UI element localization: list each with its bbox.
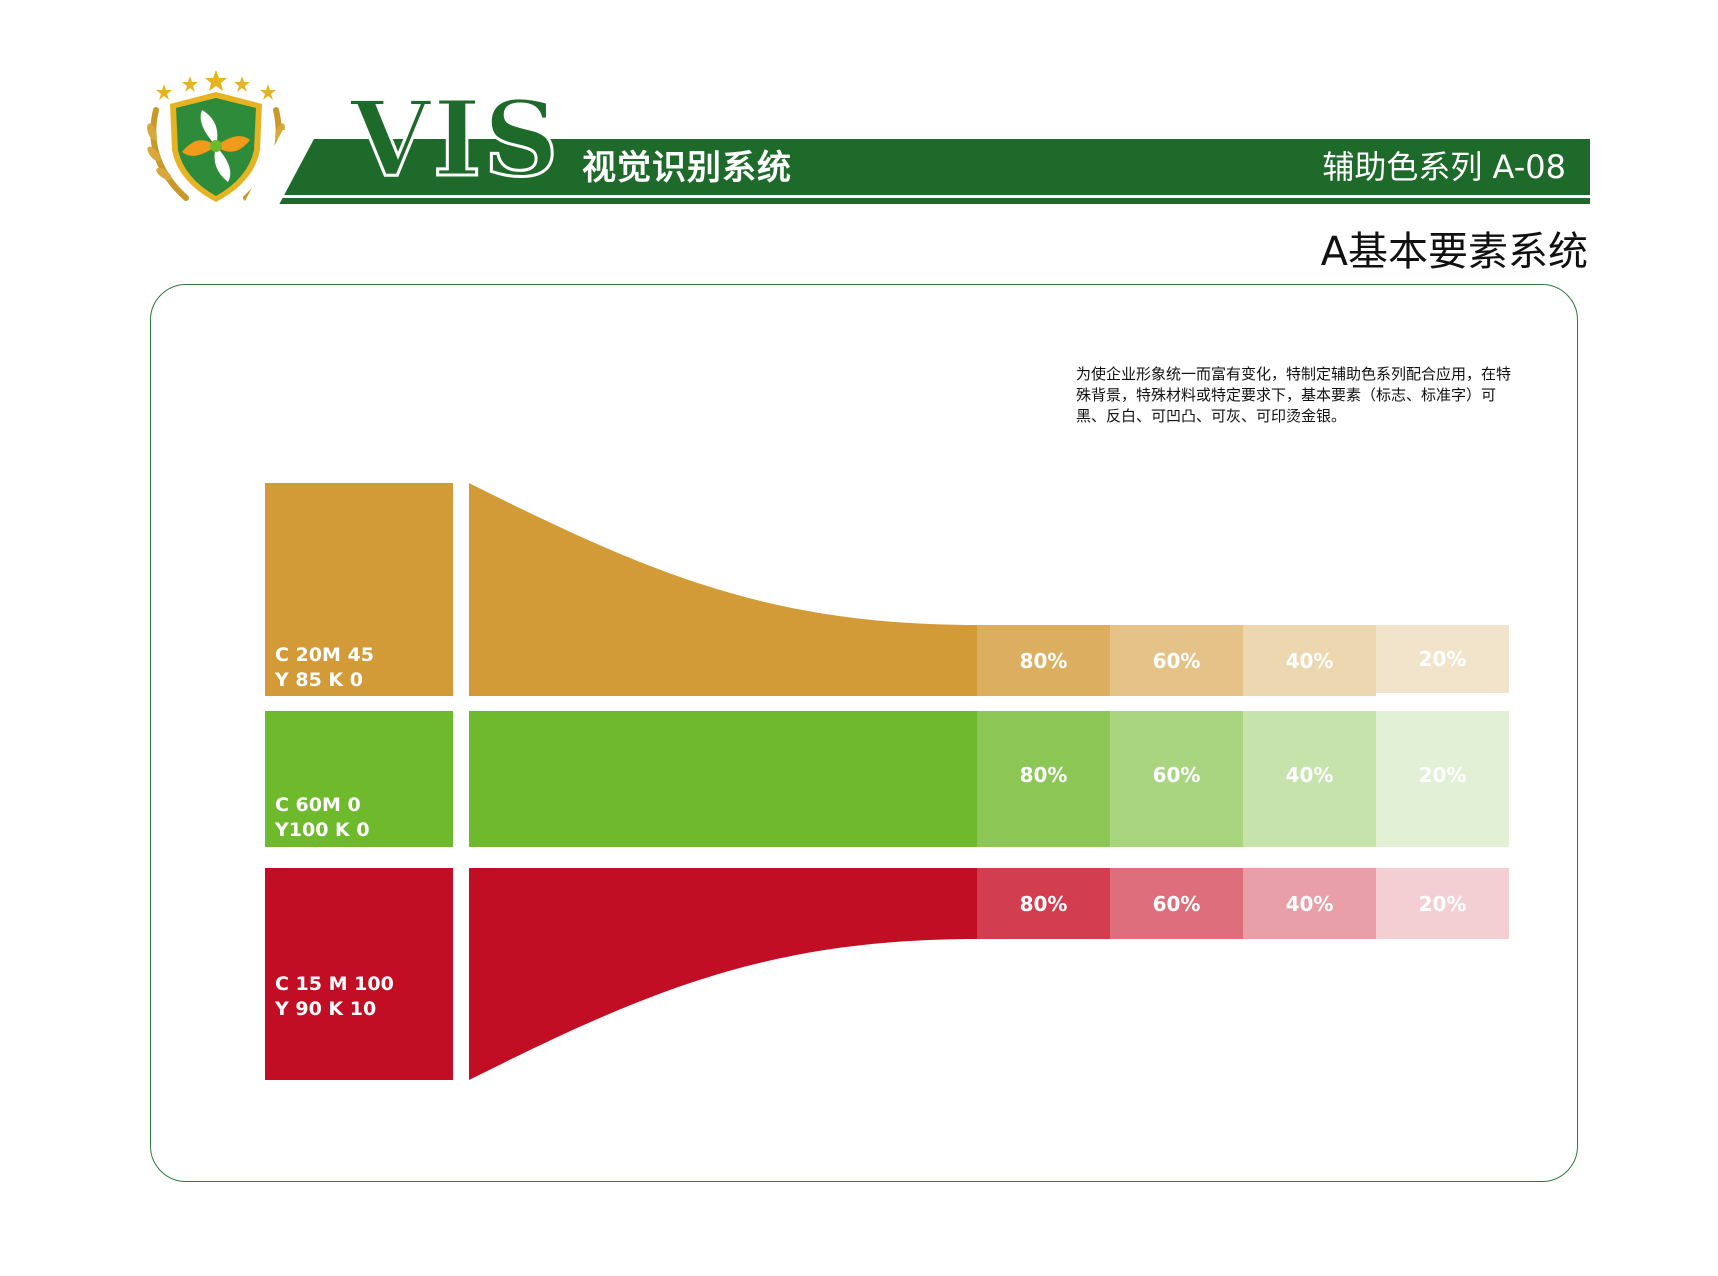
logo-text: VIS (348, 77, 561, 200)
swatch-green: C 60M 0 Y100 K 0 (265, 711, 453, 847)
tint-green-20: 20% (1376, 711, 1509, 847)
header-bar (283, 139, 1590, 195)
tint-red-60: 60% (1110, 868, 1243, 939)
tint-green-40: 40% (1243, 711, 1376, 847)
page-code: 辅助色系列 A-08 (1322, 148, 1566, 186)
tint-gold-40: 40% (1243, 625, 1376, 696)
swatch-green-label: C 60M 0 Y100 K 0 (275, 794, 370, 841)
swatch-gold-label: C 20M 45 Y 85 K 0 (275, 644, 374, 691)
header-stripe (279, 198, 1590, 204)
flow-shape-red (469, 868, 978, 1080)
emblem-icon (147, 70, 285, 202)
tint-red-80: 80% (977, 868, 1110, 939)
content-panel (150, 284, 1578, 1182)
tint-label: 40% (1285, 763, 1334, 787)
tint-red-40: 40% (1243, 868, 1376, 939)
tint-label: 80% (1019, 763, 1068, 787)
tint-gold-60: 60% (1110, 625, 1243, 696)
description-text: 为使企业形象统一而富有变化，特制定辅助色系列配合应用，在特殊背景，特殊材料或特定… (1076, 365, 1512, 425)
section-title: A基本要素系统 (1320, 229, 1588, 275)
header-subtitle: 视觉识别系统 (582, 148, 792, 188)
tint-label: 60% (1152, 763, 1201, 787)
tint-gold-80: 80% (977, 625, 1110, 696)
tint-label: 80% (1019, 891, 1068, 916)
flow-shape-green (469, 711, 978, 847)
tint-label: 80% (1019, 648, 1068, 673)
swatch-gold: C 20M 45 Y 85 K 0 (265, 483, 453, 696)
tint-green-60: 60% (1110, 711, 1243, 847)
tint-green-80: 80% (977, 711, 1110, 847)
tint-label: 40% (1285, 891, 1334, 916)
tint-label: 20% (1418, 647, 1467, 671)
swatch-red: C 15 M 100 Y 90 K 10 (265, 868, 453, 1080)
tint-label: 20% (1418, 763, 1467, 787)
swatch-red-label: C 15 M 100 Y 90 K 10 (275, 973, 394, 1020)
tint-label: 60% (1152, 648, 1201, 673)
tint-gold-20: 20% (1376, 625, 1509, 693)
tint-label: 60% (1152, 891, 1201, 916)
tint-red-20: 20% (1376, 868, 1509, 939)
flow-shape-gold (469, 483, 978, 696)
tint-label: 40% (1285, 648, 1334, 673)
tint-label: 20% (1418, 891, 1467, 916)
